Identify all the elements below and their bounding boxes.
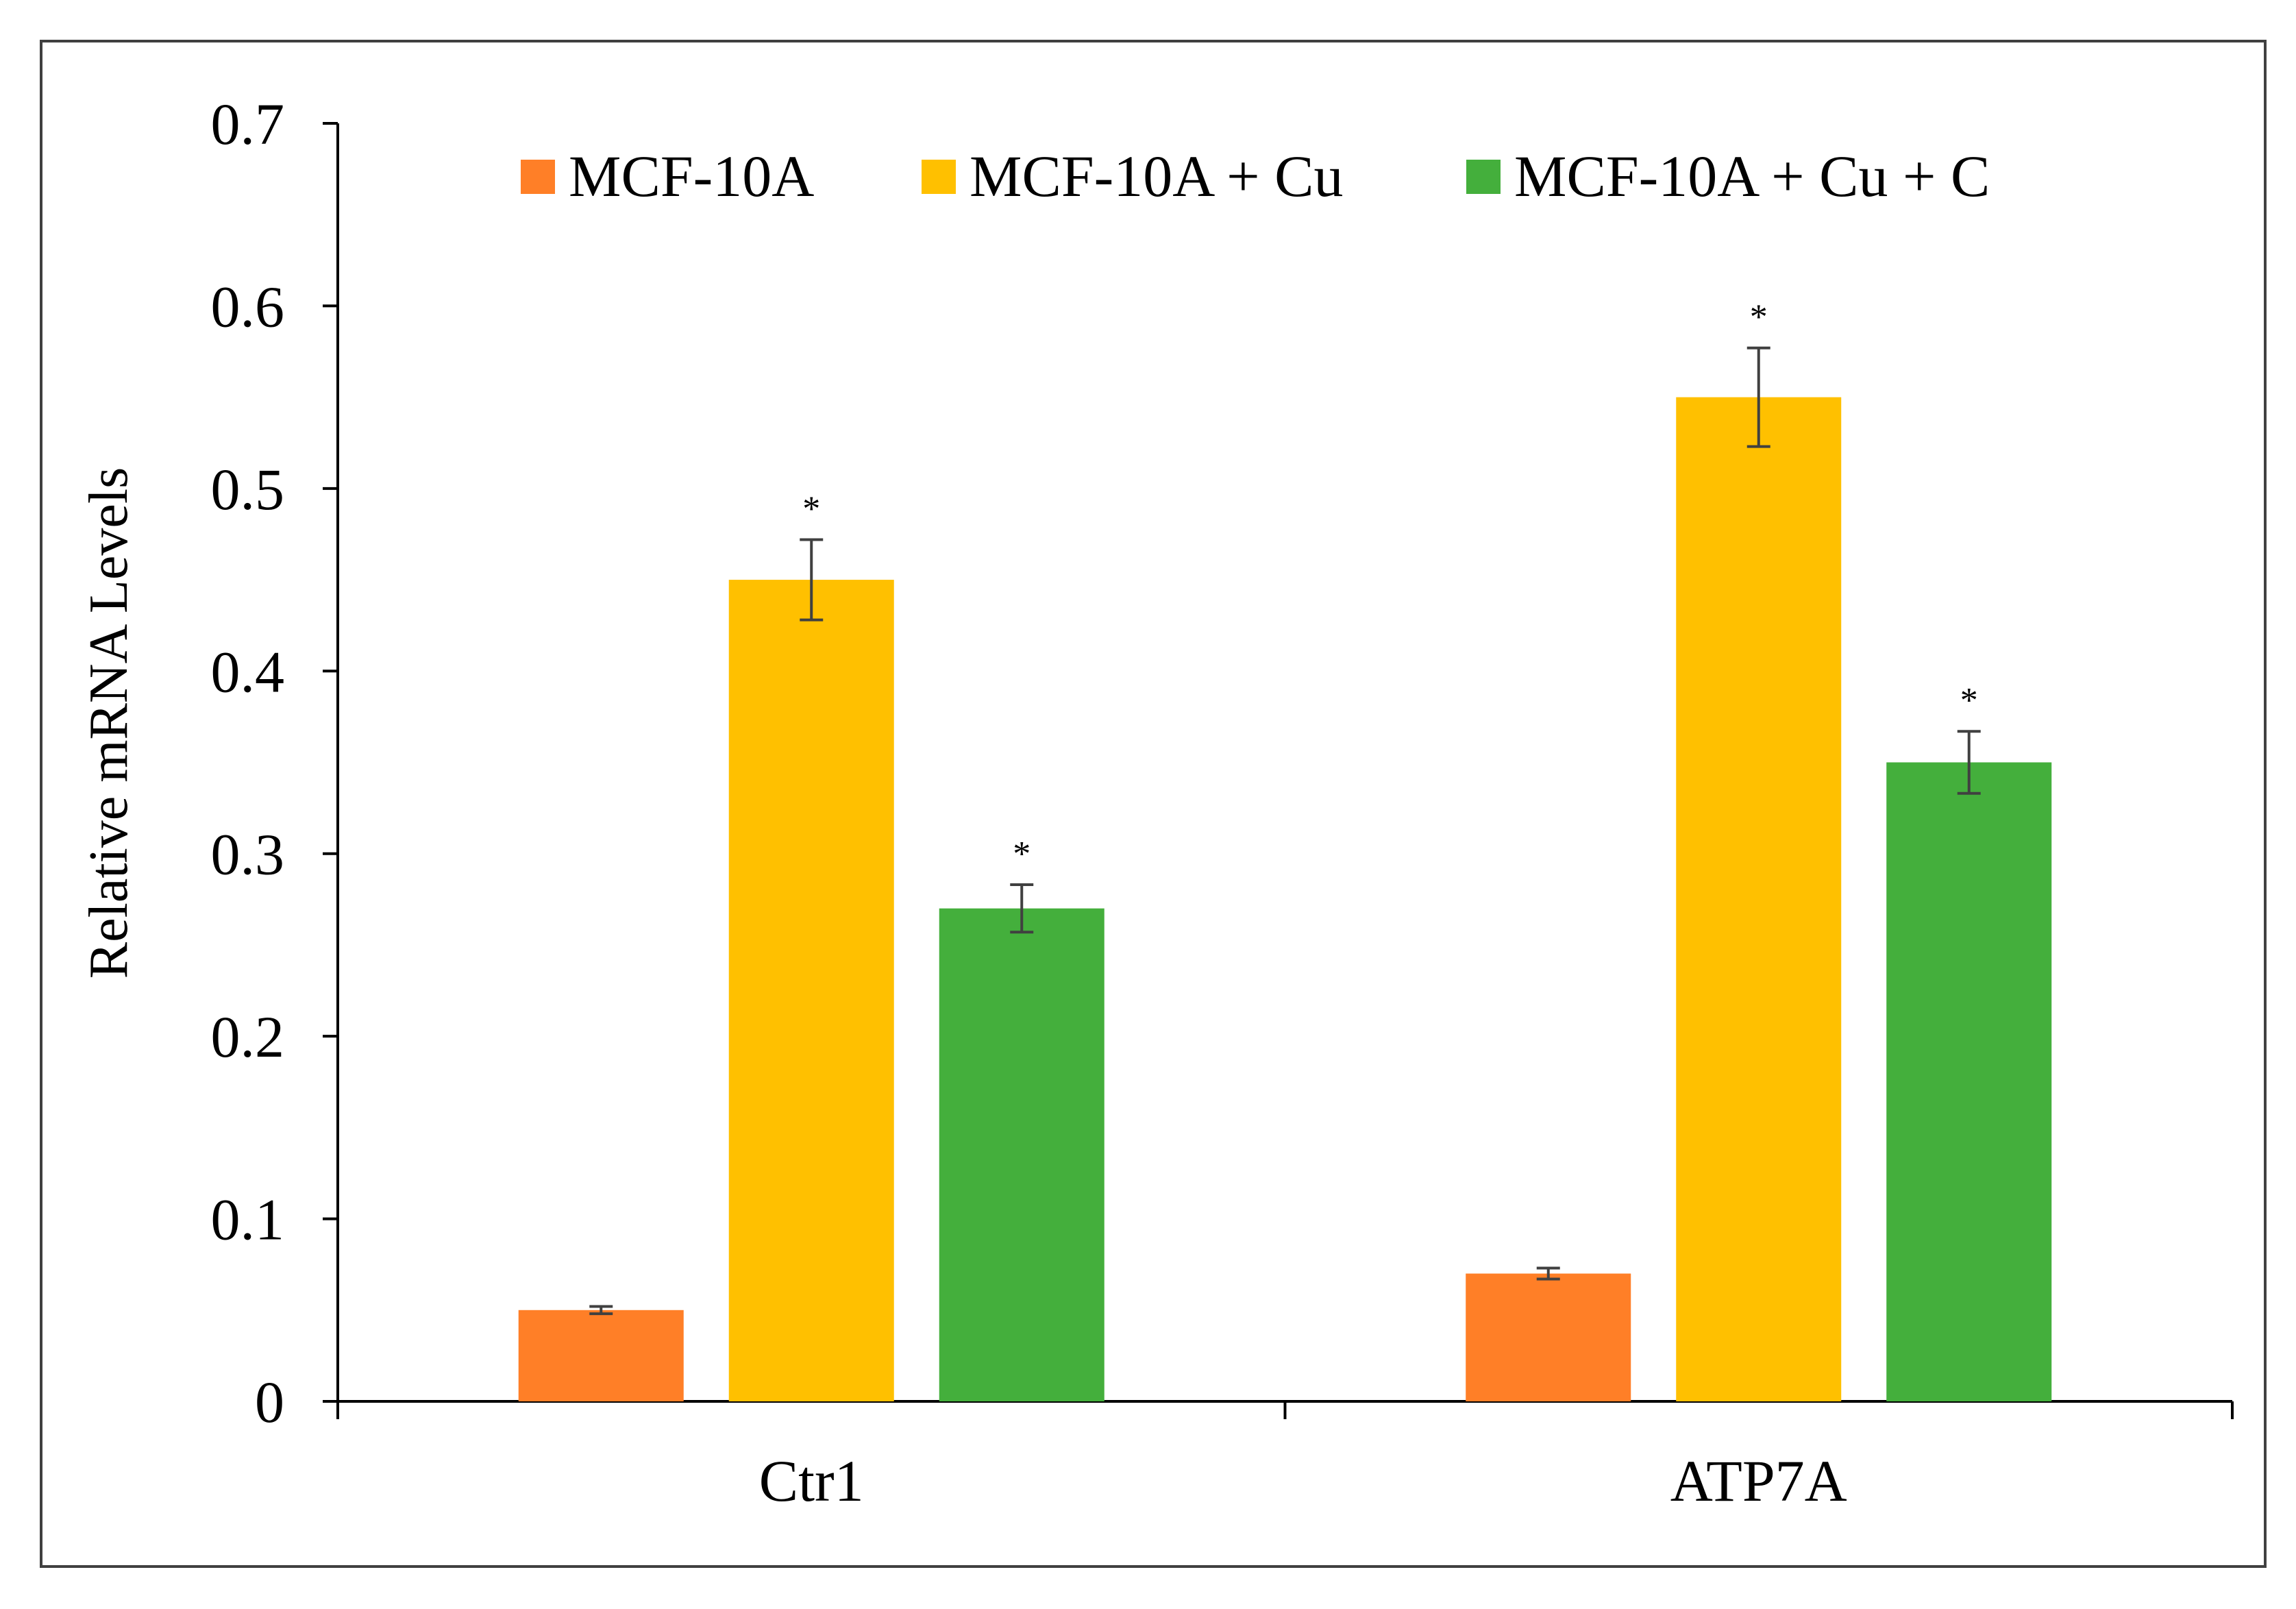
legend-item: MCF-10A + Cu — [922, 143, 1344, 209]
legend-item: MCF-10A — [521, 143, 814, 209]
legend: MCF-10A MCF-10A + Cu MCF-10A + Cu + C — [521, 143, 1990, 209]
error-bars — [589, 346, 1981, 1316]
y-tick-label: 0.5 — [211, 456, 285, 522]
bars — [518, 397, 2052, 1402]
significance-mark: * — [1013, 835, 1030, 874]
y-axis-title: Relative mRNA Levels — [79, 467, 139, 979]
bar — [939, 908, 1104, 1401]
legend-swatch — [521, 160, 555, 194]
y-tick-label: 0 — [255, 1369, 284, 1435]
legend-label: MCF-10A + Cu — [970, 143, 1344, 209]
labels: 0 0.1 0.2 0.3 0.4 0.5 0.6 0.7 Ctr1 * * ATP7A * * — [211, 91, 1978, 1514]
significance-mark: * — [1750, 298, 1768, 337]
legend-label: MCF-10A + Cu + C — [1514, 143, 1990, 209]
legend-item: MCF-10A + Cu + C — [1466, 143, 1990, 209]
significance-mark: * — [802, 489, 820, 528]
y-tick-label: 0.1 — [211, 1187, 285, 1253]
bar — [1886, 762, 2052, 1401]
y-tick-label: 0.7 — [211, 91, 285, 157]
y-tick-label: 0.4 — [211, 639, 285, 704]
bar — [728, 580, 894, 1401]
y-tick-label: 0.6 — [211, 273, 285, 339]
legend-label: MCF-10A — [569, 143, 814, 209]
x-category-label: Ctr1 — [759, 1448, 864, 1514]
legend-swatch — [1466, 160, 1501, 194]
bar — [1676, 397, 1842, 1402]
y-tick-label: 0.3 — [211, 822, 285, 887]
y-tick-label: 0.2 — [211, 1004, 285, 1070]
significance-mark: * — [1960, 681, 1978, 720]
x-category-label: ATP7A — [1670, 1448, 1847, 1514]
bar — [1466, 1273, 1631, 1401]
legend-swatch — [922, 160, 956, 194]
bar — [518, 1310, 684, 1401]
